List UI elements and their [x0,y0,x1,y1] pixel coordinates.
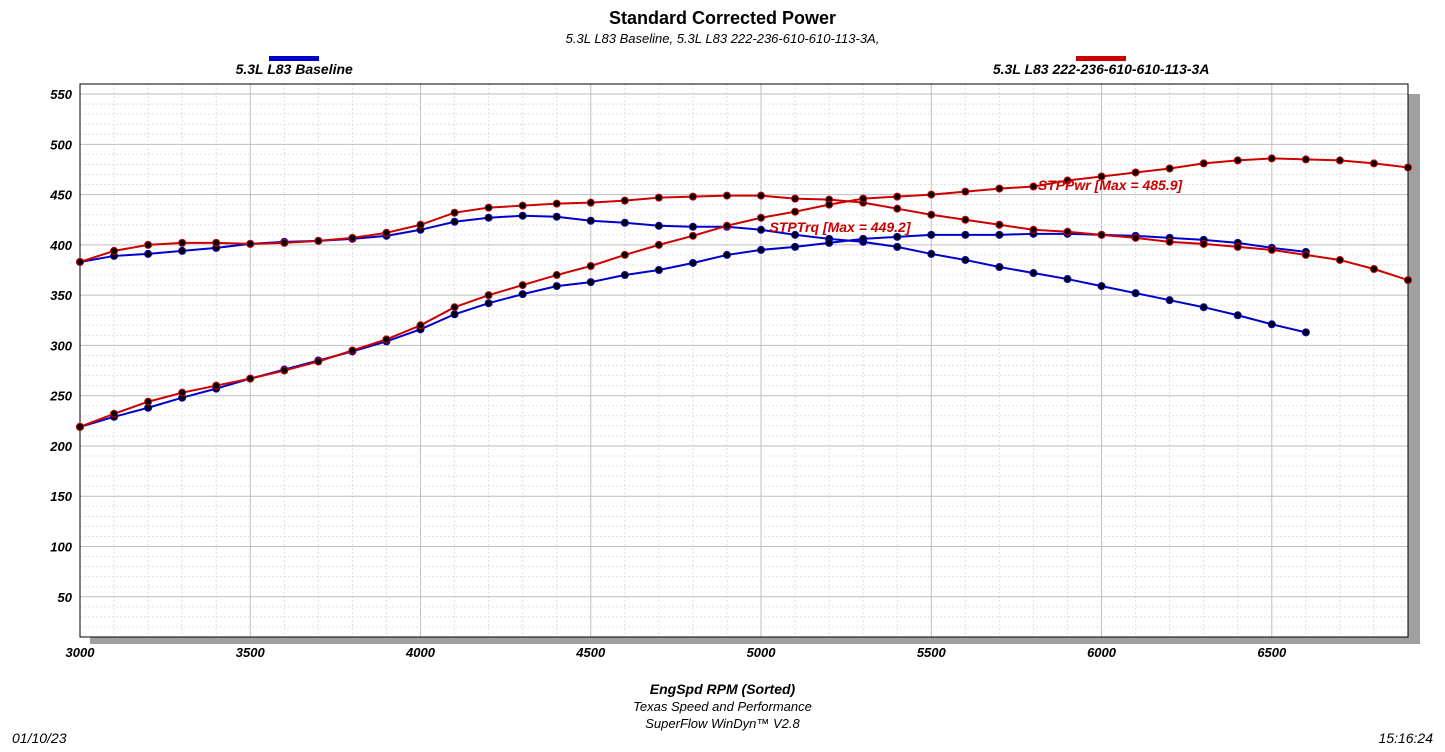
legend-label-cam: 5.3L L83 222-236-610-610-113-3A [993,61,1210,77]
svg-text:550: 550 [50,87,72,102]
svg-text:5000: 5000 [747,645,777,660]
svg-text:5500: 5500 [917,645,947,660]
svg-text:6500: 6500 [1257,645,1287,660]
svg-text:4000: 4000 [405,645,436,660]
svg-text:4500: 4500 [575,645,606,660]
svg-text:STPPwr [Max = 485.9]: STPPwr [Max = 485.9] [1038,177,1184,193]
x-axis-label: EngSpd RPM (Sorted) [0,681,1445,697]
legend: 5.3L L83 Baseline 5.3L L83 222-236-610-6… [0,56,1445,77]
svg-text:50: 50 [58,590,73,605]
chart-area: 50 100 150 200 250 300 350 400 450 500 550 3000 3500… [30,82,1415,677]
legend-item-cam: 5.3L L83 222-236-610-610-113-3A [993,56,1210,77]
svg-text:450: 450 [49,188,72,203]
svg-text:350: 350 [50,288,72,303]
svg-text:3000: 3000 [66,645,96,660]
chart-subtitle: 5.3L L83 Baseline, 5.3L L83 222-236-610-… [0,31,1445,46]
chart-title: Standard Corrected Power [0,8,1445,29]
svg-text:150: 150 [50,489,72,504]
footer-line-1: Texas Speed and Performance [0,699,1445,714]
legend-label-baseline: 5.3L L83 Baseline [236,61,353,77]
svg-text:100: 100 [50,540,72,555]
svg-text:STPTrq [Max = 449.2]: STPTrq [Max = 449.2] [770,219,912,235]
svg-text:400: 400 [49,238,72,253]
chart-svg: 50 100 150 200 250 300 350 400 450 500 550 3000 3500… [30,82,1415,672]
svg-text:300: 300 [50,338,72,353]
svg-text:200: 200 [49,439,72,454]
footer-line-2: SuperFlow WinDyn™ V2.8 [0,716,1445,731]
svg-text:3500: 3500 [236,645,266,660]
svg-text:500: 500 [50,137,72,152]
svg-text:6000: 6000 [1087,645,1117,660]
legend-item-baseline: 5.3L L83 Baseline [236,56,353,77]
svg-text:250: 250 [49,389,72,404]
